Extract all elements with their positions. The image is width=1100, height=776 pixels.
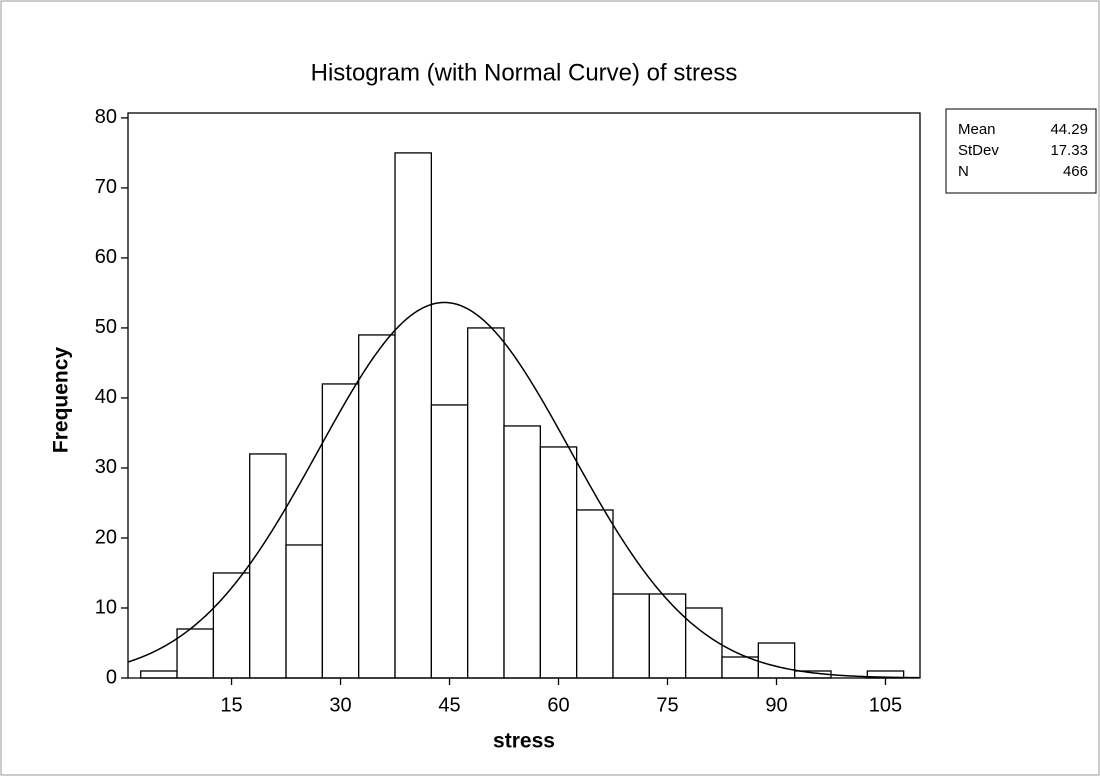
y-tick-label: 80: [95, 106, 117, 128]
bar: [758, 643, 794, 678]
bar: [359, 335, 395, 678]
stats-value: 17.33: [1050, 142, 1088, 159]
bar: [686, 608, 722, 678]
x-tick-label: 15: [220, 694, 242, 716]
x-tick-label: 90: [765, 694, 787, 716]
stats-label: StDev: [958, 142, 999, 159]
bar: [722, 657, 758, 678]
bar: [577, 510, 613, 678]
bar: [540, 447, 576, 678]
bar: [649, 594, 685, 678]
x-tick-label: 45: [438, 694, 460, 716]
bar: [468, 328, 504, 678]
stats-label: Mean: [958, 121, 996, 138]
y-tick-label: 20: [95, 526, 117, 548]
x-tick-label: 75: [656, 694, 678, 716]
y-tick-label: 70: [95, 176, 117, 198]
x-tick-label: 30: [329, 694, 351, 716]
y-tick-label: 50: [95, 316, 117, 338]
y-tick-label: 60: [95, 246, 117, 268]
bar: [322, 384, 358, 678]
x-tick-label: 60: [547, 694, 569, 716]
y-tick-label: 10: [95, 596, 117, 618]
stats-label: N: [958, 163, 969, 180]
bar: [250, 454, 286, 678]
bar: [504, 426, 540, 678]
bar: [395, 153, 431, 678]
y-tick-label: 40: [95, 386, 117, 408]
stats-value: 44.29: [1050, 121, 1088, 138]
stats-value: 466: [1063, 163, 1088, 180]
bar: [286, 545, 322, 678]
x-axis-label: stress: [493, 730, 555, 753]
y-tick-label: 0: [106, 666, 117, 688]
bar: [431, 405, 467, 678]
y-tick-label: 30: [95, 456, 117, 478]
y-axis-label: Frequency: [50, 347, 73, 454]
x-tick-label: 105: [869, 694, 902, 716]
bar: [141, 671, 177, 678]
chart-title: Histogram (with Normal Curve) of stress: [311, 59, 738, 86]
chart: Histogram (with Normal Curve) of stress …: [0, 0, 1100, 776]
bar: [613, 594, 649, 678]
bar: [177, 629, 213, 678]
